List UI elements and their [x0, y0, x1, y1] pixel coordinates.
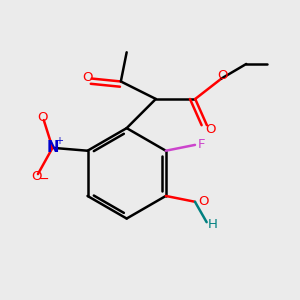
Text: N: N: [46, 140, 59, 155]
Text: O: O: [82, 70, 92, 84]
Text: O: O: [37, 111, 48, 124]
Text: O: O: [217, 68, 227, 82]
Text: O: O: [198, 195, 208, 208]
Text: F: F: [197, 138, 205, 151]
Text: +: +: [55, 136, 63, 146]
Text: H: H: [208, 218, 218, 231]
Text: O: O: [205, 123, 216, 136]
Text: O: O: [31, 170, 42, 183]
Text: −: −: [39, 173, 50, 186]
